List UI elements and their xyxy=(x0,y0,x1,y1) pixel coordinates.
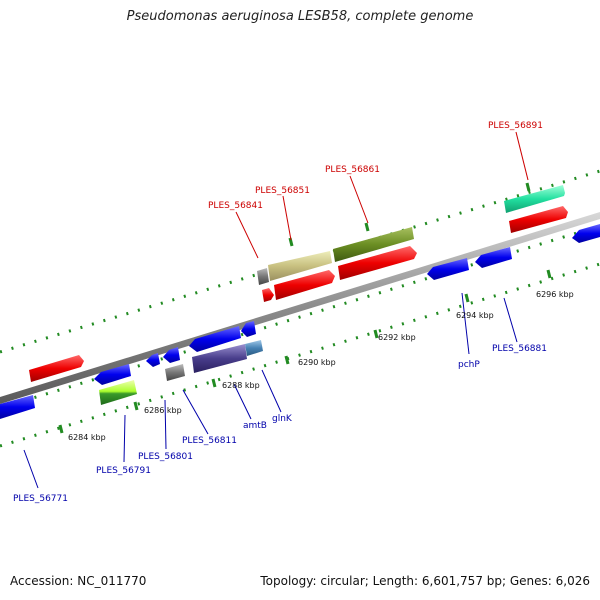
label-ples-56851: PLES_56851 xyxy=(255,186,310,196)
major-ticks xyxy=(58,182,552,434)
gene-red-forward-3 xyxy=(274,270,335,300)
scale-label-6284: 6284 kbp xyxy=(68,433,106,442)
gene-ples-56791-box xyxy=(99,380,137,405)
label-ples-56791: PLES_56791 xyxy=(96,466,151,476)
middle-tick-row xyxy=(0,224,600,410)
gene-ples-56771-box xyxy=(0,395,35,419)
gene-blue-reverse-6 xyxy=(94,364,131,385)
bottom-tick-row xyxy=(0,262,600,448)
gene-ples-56841-box xyxy=(257,268,269,285)
label-ples-56811: PLES_56811 xyxy=(182,436,237,446)
label-ples-56861: PLES_56861 xyxy=(325,165,380,175)
gene-ples-56891-box xyxy=(504,185,565,213)
label-pchp: pchP xyxy=(458,360,480,370)
accession-text: Accession: NC_011770 xyxy=(10,574,147,588)
gene-blue-reverse-2 xyxy=(189,326,241,352)
gene-ples-56851-box xyxy=(268,251,332,281)
map-title: Pseudomonas aeruginosa LESB58, complete … xyxy=(126,9,474,24)
scale-label-6296: 6296 kbp xyxy=(536,290,574,299)
scale-label-6288: 6288 kbp xyxy=(222,381,260,390)
reverse-strand-genes xyxy=(0,224,600,419)
gene-ples-56861-box xyxy=(333,227,414,262)
gene-red-forward-4 xyxy=(262,288,274,302)
gene-blue-reverse-5 xyxy=(146,353,160,367)
label-ples-56801: PLES_56801 xyxy=(138,452,193,462)
label-leaders xyxy=(23,131,529,489)
scale-label-6294: 6294 kbp xyxy=(456,311,494,320)
gene-ples-56881-box xyxy=(475,247,512,268)
gene-amtb-box xyxy=(192,344,247,373)
label-ples-56771: PLES_56771 xyxy=(13,494,68,504)
label-amtb: amtB xyxy=(243,421,267,431)
gene-ples-56811-box xyxy=(165,364,185,381)
gene-red-forward-2 xyxy=(338,246,417,280)
gene-blue-reverse-1 xyxy=(572,224,600,243)
label-ples-56841: PLES_56841 xyxy=(208,201,263,211)
gene-red-forward-1 xyxy=(509,206,568,233)
gene-red-forward-5 xyxy=(29,355,84,382)
label-ples-56891: PLES_56891 xyxy=(488,121,543,131)
forward-strand-genes xyxy=(29,185,568,382)
label-glnk: glnK xyxy=(272,414,293,424)
scale-label-6292: 6292 kbp xyxy=(378,333,416,342)
label-ples-56881: PLES_56881 xyxy=(492,344,547,354)
topology-text: Topology: circular; Length: 6,601,757 bp… xyxy=(260,574,590,588)
genome-backbone xyxy=(0,212,600,404)
gene-blue-reverse-4 xyxy=(163,347,180,363)
gene-glnk-box xyxy=(245,340,263,356)
gene-pchp-box xyxy=(427,258,469,280)
scale-label-6286: 6286 kbp xyxy=(144,406,182,415)
scale-label-6290: 6290 kbp xyxy=(298,358,336,367)
gene-blue-reverse-3 xyxy=(241,321,256,337)
